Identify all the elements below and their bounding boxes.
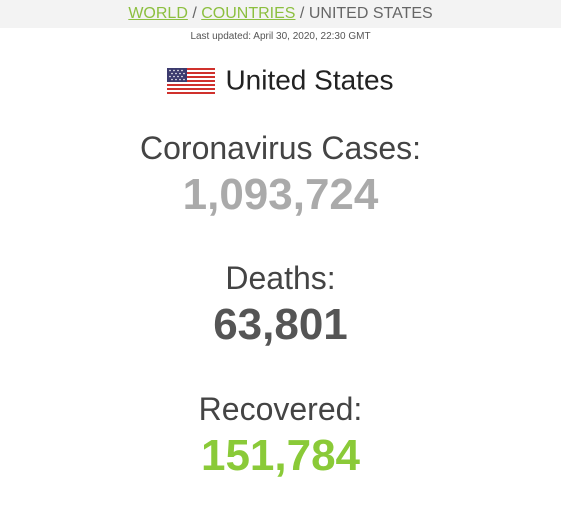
breadcrumb-separator: / (192, 5, 197, 22)
breadcrumb: WORLD / COUNTRIES / UNITED STATES (0, 0, 561, 28)
cases-stat: Coronavirus Cases: 1,093,724 (0, 128, 561, 222)
country-name: United States (225, 64, 394, 96)
breadcrumb-countries-link[interactable]: COUNTRIES (201, 5, 296, 22)
deaths-stat: Deaths: 63,801 (0, 258, 561, 352)
us-flag-icon (167, 66, 216, 94)
breadcrumb-separator: / (299, 5, 305, 22)
recovered-value: 151,784 (200, 431, 361, 480)
cases-label: Coronavirus Cases: (140, 130, 421, 166)
last-updated-text: Last updated: April 30, 2020, 22:30 GMT (190, 31, 371, 42)
recovered-label: Recovered: (198, 391, 363, 427)
breadcrumb-world-link[interactable]: WORLD (128, 5, 188, 22)
breadcrumb-current: UNITED STATES (308, 5, 433, 22)
recovered-stat: Recovered: 151,784 (0, 389, 561, 483)
country-heading: United States (0, 60, 561, 100)
deaths-label: Deaths: (225, 260, 336, 296)
deaths-value: 63,801 (213, 300, 348, 349)
cases-value: 1,093,724 (182, 170, 379, 219)
